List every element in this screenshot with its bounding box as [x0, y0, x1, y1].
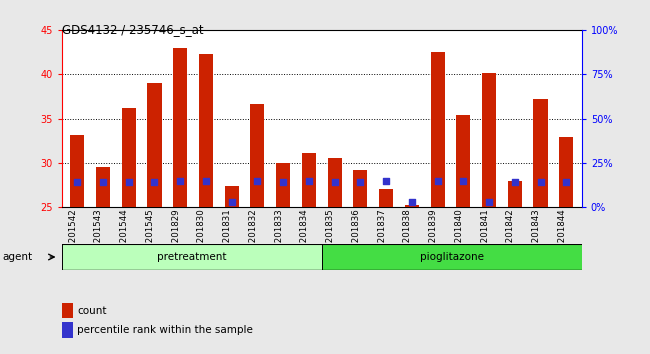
Bar — [173, 48, 187, 207]
Text: GSM201543: GSM201543 — [94, 208, 103, 261]
Bar — [328, 159, 342, 207]
Point — [561, 179, 571, 185]
Text: percentile rank within the sample: percentile rank within the sample — [77, 325, 254, 335]
Bar — [379, 189, 393, 207]
Text: GSM201831: GSM201831 — [223, 208, 231, 261]
Point — [381, 178, 391, 183]
Point — [458, 178, 469, 183]
Point — [124, 179, 134, 185]
Bar — [276, 163, 290, 207]
Point — [536, 179, 546, 185]
Bar — [482, 73, 496, 207]
Text: GSM201841: GSM201841 — [480, 208, 489, 261]
Point — [510, 179, 520, 185]
Bar — [508, 181, 522, 207]
Text: GDS4132 / 235746_s_at: GDS4132 / 235746_s_at — [62, 23, 203, 36]
Point — [201, 178, 211, 183]
Text: GSM201832: GSM201832 — [248, 208, 257, 261]
Text: GSM201830: GSM201830 — [197, 208, 206, 261]
Text: GSM201840: GSM201840 — [454, 208, 463, 261]
Point — [484, 199, 494, 205]
Bar — [62, 303, 73, 319]
Text: GSM201545: GSM201545 — [146, 208, 155, 261]
Point — [98, 179, 108, 185]
Bar — [62, 322, 73, 338]
Point — [278, 179, 289, 185]
Bar — [148, 83, 161, 207]
Text: GSM201835: GSM201835 — [326, 208, 335, 261]
Text: agent: agent — [2, 252, 32, 262]
Text: GSM201839: GSM201839 — [428, 208, 437, 261]
Bar — [430, 52, 445, 207]
Text: GSM201544: GSM201544 — [120, 208, 129, 261]
Point — [330, 179, 340, 185]
Bar — [122, 108, 136, 207]
Bar — [559, 137, 573, 207]
Bar — [322, 244, 582, 270]
Text: GSM201829: GSM201829 — [171, 208, 180, 261]
Point — [175, 178, 185, 183]
Bar — [96, 167, 110, 207]
Bar — [534, 99, 548, 207]
Text: GSM201838: GSM201838 — [403, 208, 412, 261]
Bar — [405, 205, 419, 207]
Point — [72, 179, 83, 185]
Text: GSM201844: GSM201844 — [557, 208, 566, 261]
Point — [355, 179, 365, 185]
Text: GSM201833: GSM201833 — [274, 208, 283, 261]
Bar — [199, 54, 213, 207]
Text: pioglitazone: pioglitazone — [420, 252, 484, 262]
Bar — [354, 170, 367, 207]
Point — [150, 179, 160, 185]
Bar — [456, 115, 471, 207]
Bar — [302, 153, 316, 207]
Text: GSM201836: GSM201836 — [352, 208, 360, 261]
Point — [226, 199, 237, 205]
Text: GSM201834: GSM201834 — [300, 208, 309, 261]
Point — [432, 178, 443, 183]
Text: GSM201542: GSM201542 — [68, 208, 77, 261]
Text: pretreatment: pretreatment — [157, 252, 226, 262]
Point — [252, 178, 263, 183]
Text: count: count — [77, 306, 107, 316]
Point — [304, 178, 314, 183]
Bar — [224, 186, 239, 207]
Point — [407, 199, 417, 205]
Bar — [250, 104, 265, 207]
Bar — [70, 135, 84, 207]
Text: GSM201843: GSM201843 — [532, 208, 541, 261]
Text: GSM201842: GSM201842 — [506, 208, 515, 261]
Text: GSM201837: GSM201837 — [377, 208, 386, 261]
Bar — [62, 244, 322, 270]
